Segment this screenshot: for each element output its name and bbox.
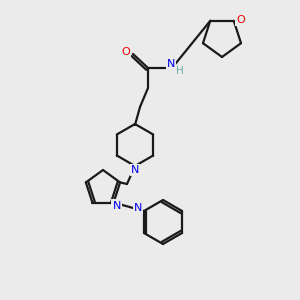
Text: N: N [167, 59, 175, 69]
Text: N: N [131, 165, 139, 175]
Text: N: N [112, 201, 121, 211]
Text: N: N [134, 203, 142, 213]
Text: O: O [122, 47, 130, 57]
Text: O: O [236, 15, 245, 25]
Text: H: H [176, 66, 184, 76]
